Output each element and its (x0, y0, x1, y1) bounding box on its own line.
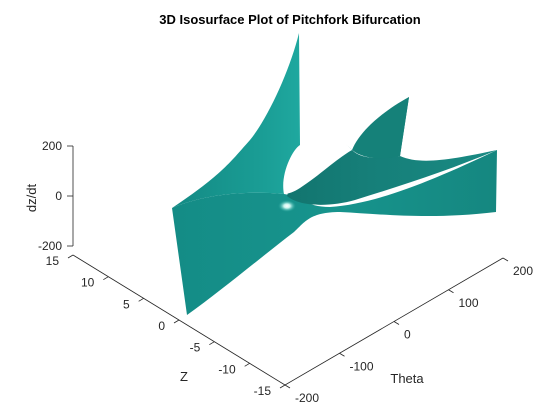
z-tick-label: 0 (55, 189, 62, 203)
y-tick-label: 10 (81, 276, 95, 290)
x-tick-mark (502, 257, 509, 262)
x-tick-label: -200 (295, 391, 319, 405)
y-tick-mark (67, 254, 74, 259)
y-tick-mark (173, 319, 180, 324)
z-tick-label: -200 (38, 239, 62, 253)
surface-left-branch (172, 33, 300, 208)
x-axis: -200 -100 0 100 200 Theta (284, 257, 533, 405)
x-tick-label: -100 (350, 359, 374, 373)
y-tick-mark (103, 276, 109, 281)
x-tick-label: 100 (459, 296, 479, 310)
y-tick-mark (279, 384, 286, 389)
y-tick-label: -15 (254, 384, 272, 398)
y-tick-label: -10 (218, 362, 236, 376)
y-tick-label: 15 (46, 254, 60, 268)
x-tick-label: 0 (404, 328, 411, 342)
y-axis-label: Z (180, 369, 188, 384)
surface-lower-sheet (172, 150, 497, 315)
y-tick-label: -5 (190, 341, 201, 355)
z-tick-label: 200 (42, 139, 62, 153)
x-tick-mark (448, 289, 454, 294)
y-axis: -15 -10 -5 0 5 10 15 Z (46, 254, 286, 398)
surface-right-wing (352, 97, 409, 159)
isosurface (172, 33, 497, 315)
y-tick-label: 0 (158, 319, 165, 333)
surface-gap (283, 137, 352, 194)
chart-title: 3D Isosurface Plot of Pitchfork Bifurcat… (159, 12, 421, 27)
y-tick-mark (138, 297, 144, 302)
x-tick-mark (393, 321, 400, 325)
x-tick-label: 200 (513, 264, 533, 278)
x-axis-label: Theta (390, 371, 424, 386)
x-tick-mark (284, 384, 291, 389)
y-tick-mark (244, 362, 250, 367)
y-tick-label: 5 (123, 297, 130, 311)
x-tick-mark (339, 352, 345, 357)
surface-right-branch (287, 97, 497, 212)
z-axis: -200 0 200 dz/dt (24, 139, 74, 253)
y-tick-mark (209, 341, 215, 346)
z-axis-label: dz/dt (24, 184, 39, 213)
surface-highlight (278, 200, 296, 212)
